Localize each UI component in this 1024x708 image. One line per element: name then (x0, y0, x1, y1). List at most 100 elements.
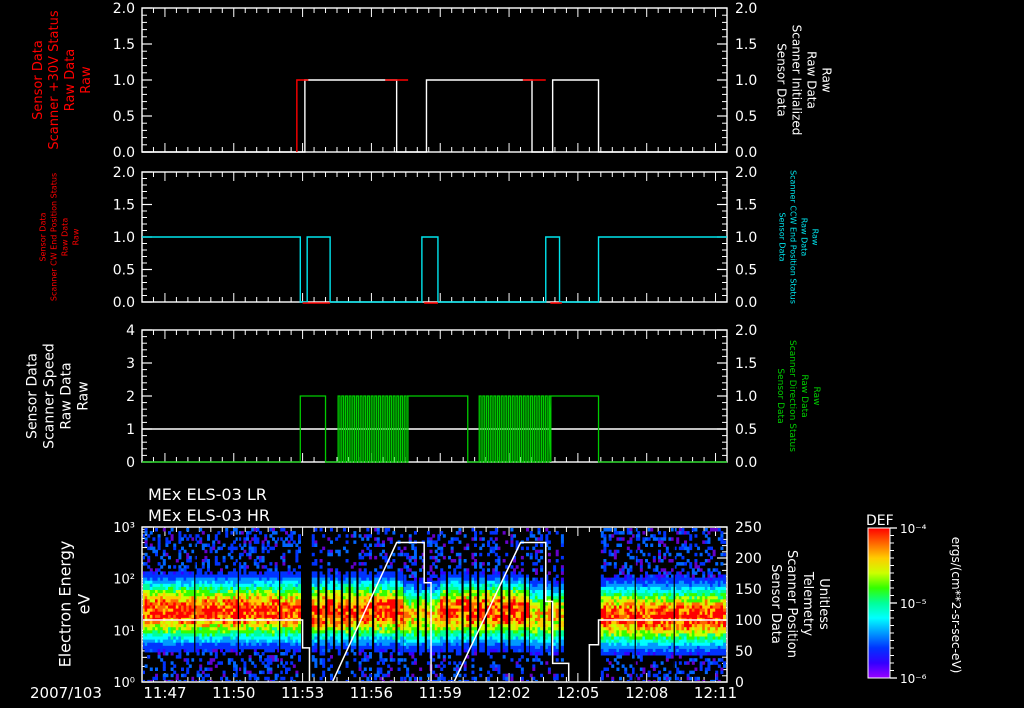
spectrogram-cell (474, 648, 478, 653)
spectrogram-cell (413, 630, 417, 634)
spectrogram-cell (376, 605, 380, 609)
spectrogram-cell (374, 599, 378, 603)
spectrogram-cell (186, 661, 190, 665)
spectrogram-cell (440, 661, 444, 665)
spectrogram-cell (191, 621, 195, 625)
spectrogram-cell (474, 608, 478, 613)
spectrogram-cell (214, 562, 218, 566)
spectrogram-cell (217, 562, 221, 566)
spectrogram-cell (384, 633, 388, 637)
spectrogram-cell (186, 577, 190, 582)
spectrogram-cell (466, 568, 470, 572)
spectrogram-cell (419, 645, 423, 650)
panel2-right-label-line: Raw (811, 387, 821, 406)
spectrogram-cell (413, 621, 417, 625)
spectrogram-cell (272, 679, 275, 681)
spectrogram-cell (183, 571, 187, 575)
spectrogram-cell (225, 534, 229, 538)
spectrogram-cell (165, 611, 169, 616)
spectrogram-cell (188, 559, 192, 563)
spectrogram-cell (162, 596, 166, 600)
spectrogram-cell (143, 627, 145, 631)
spectrogram-cell (194, 596, 197, 600)
spectrogram-cell (186, 599, 190, 603)
spectrogram-cell (183, 648, 187, 653)
spectrogram-cell (534, 621, 538, 625)
spectrogram-cell (162, 577, 166, 582)
spectrogram-cell (290, 624, 294, 628)
spectrogram-cell (322, 574, 326, 578)
spectrogram-cell (358, 608, 362, 613)
spectrogram-cell (269, 639, 273, 644)
spectrogram-cell (170, 534, 174, 538)
spectrogram-cell (272, 633, 275, 637)
spectrogram-cell (160, 586, 164, 591)
spectrogram-cell (532, 676, 536, 681)
spectrogram-cell (230, 611, 234, 616)
spectrogram-cell (381, 661, 385, 665)
spectrogram-cell (149, 642, 153, 647)
spectrogram-cell (440, 611, 444, 616)
spectrogram-cell (170, 574, 174, 578)
spectrogram-cell (155, 583, 158, 588)
spectrogram-cell (529, 633, 533, 637)
spectrogram-cell (240, 552, 244, 557)
spectrogram-cell (170, 648, 174, 653)
spectrogram-cell (183, 624, 187, 628)
spectrogram-cell (178, 590, 182, 594)
spectrogram-cell (209, 661, 213, 665)
spectrogram-cell (489, 546, 493, 551)
spectrogram-cell (350, 614, 354, 619)
spectrogram-cell (397, 608, 401, 613)
spectrogram-cell (264, 676, 268, 681)
spectrogram-cell (220, 571, 223, 575)
spectrogram-cell (183, 583, 187, 588)
spectrogram-cell (392, 593, 396, 597)
spectrogram-cell (147, 534, 151, 538)
spectrogram-cell (437, 559, 441, 563)
ytick-label-right: 100 (735, 613, 762, 629)
spectrogram-cell (453, 593, 457, 597)
spectrogram-cell (448, 580, 452, 585)
spectrogram-cell (406, 580, 410, 585)
spectrogram-cell (408, 608, 412, 613)
spectrogram-cell (191, 636, 195, 640)
spectrogram-cell (450, 639, 454, 644)
spectrogram-cell (155, 636, 158, 640)
spectrogram-cell (196, 590, 200, 594)
spectrogram-cell (515, 565, 519, 569)
spectrogram-cell (450, 614, 454, 619)
spectrogram-cell (513, 590, 517, 594)
spectrogram-cell (143, 636, 145, 640)
spectrogram-cell (282, 559, 286, 563)
spectrogram-cell (178, 537, 182, 541)
spectrogram-cell (186, 642, 190, 647)
spectrogram-cell (474, 642, 478, 647)
spectrogram-cell (389, 571, 393, 575)
spectrogram-cell (188, 630, 192, 634)
spectrogram-cell (266, 596, 270, 600)
spectrogram-cell (455, 636, 459, 640)
spectrogram-cell (295, 611, 299, 616)
spectrogram-cell (264, 636, 268, 640)
spectrogram-cell (319, 593, 323, 597)
spectrogram-cell (466, 546, 470, 551)
spectrogram-cell (421, 642, 425, 647)
spectrogram-cell (481, 639, 485, 644)
spectrogram-cell (144, 621, 148, 625)
spectrogram-cell (526, 552, 530, 557)
spectrogram-cell (243, 540, 247, 544)
spectrogram-cell (147, 546, 151, 551)
spectrogram-cell (144, 627, 148, 631)
spectrogram-cell (532, 624, 536, 628)
spectrogram-cell (494, 599, 498, 603)
spectrogram-cell (147, 599, 151, 603)
spectrogram-cell (366, 599, 370, 603)
spectrogram-cell (196, 593, 200, 597)
spectrogram-cell (492, 630, 496, 634)
spectrogram-cell (207, 593, 210, 597)
ytick-label-right: 1.5 (735, 356, 757, 372)
spectrogram-cell (403, 636, 407, 640)
spectrogram-cell (358, 590, 362, 594)
spectrogram-cell (264, 590, 268, 594)
